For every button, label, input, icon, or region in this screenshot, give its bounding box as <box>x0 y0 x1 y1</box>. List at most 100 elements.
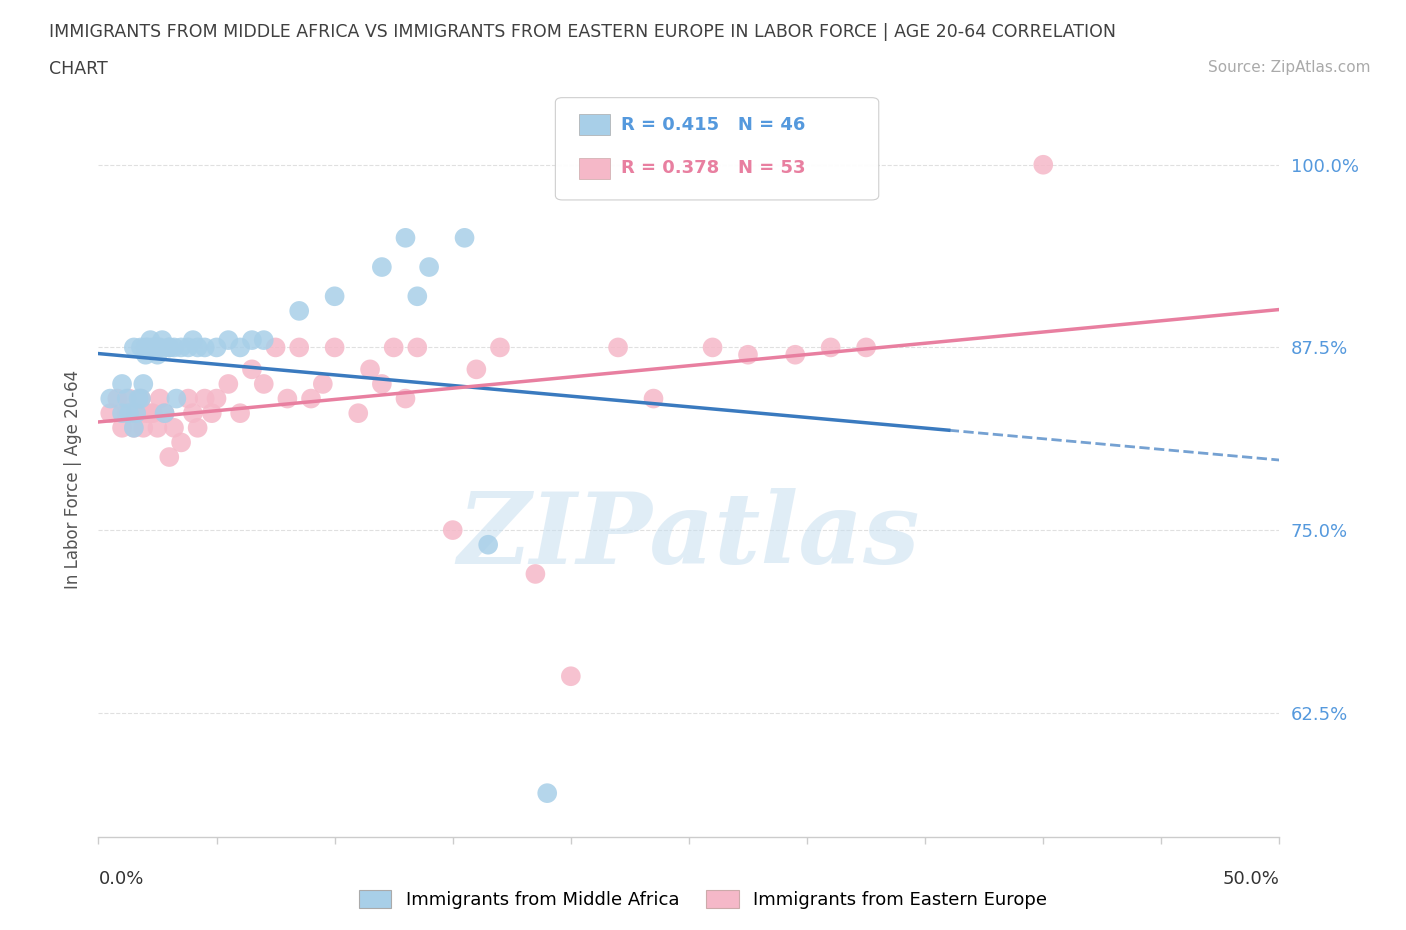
Point <box>347 405 370 420</box>
Point <box>135 347 157 362</box>
Point <box>139 333 162 348</box>
Point <box>177 392 200 406</box>
Point <box>394 231 416 246</box>
Text: IMMIGRANTS FROM MIDDLE AFRICA VS IMMIGRANTS FROM EASTERN EUROPE IN LABOR FORCE |: IMMIGRANTS FROM MIDDLE AFRICA VS IMMIGRA… <box>49 23 1116 41</box>
Point <box>453 231 475 246</box>
Point <box>128 392 150 406</box>
Point <box>240 362 263 377</box>
Point <box>149 340 172 355</box>
Point <box>323 289 346 304</box>
Point <box>276 392 298 406</box>
Point <box>264 340 287 355</box>
Point <box>323 340 346 355</box>
Point <box>143 340 166 355</box>
Point <box>288 340 311 355</box>
Point <box>359 362 381 377</box>
Point <box>702 340 724 355</box>
Point <box>146 347 169 362</box>
Point <box>737 347 759 362</box>
Point <box>536 786 558 801</box>
Point <box>132 377 155 392</box>
Point <box>643 392 665 406</box>
Point <box>201 405 224 420</box>
Point <box>129 340 152 355</box>
Point <box>524 566 547 581</box>
Point <box>187 420 209 435</box>
Point <box>142 340 165 355</box>
Point <box>217 377 239 392</box>
Point <box>288 303 311 318</box>
Point <box>477 538 499 552</box>
Point <box>132 420 155 435</box>
Point <box>560 669 582 684</box>
Point <box>111 377 134 392</box>
Point <box>229 340 252 355</box>
Point <box>253 377 276 392</box>
Text: CHART: CHART <box>49 60 108 78</box>
Point <box>149 392 172 406</box>
Point <box>406 340 429 355</box>
Point <box>205 340 228 355</box>
Text: R = 0.415   N = 46: R = 0.415 N = 46 <box>621 115 806 134</box>
Point <box>165 392 187 406</box>
Point <box>181 333 204 348</box>
Point <box>194 392 217 406</box>
Point <box>785 347 807 362</box>
Text: ZIPatlas: ZIPatlas <box>458 488 920 584</box>
Point <box>157 449 180 464</box>
Text: 50.0%: 50.0% <box>1223 870 1279 887</box>
Point <box>135 405 157 420</box>
Point <box>418 259 440 274</box>
Point <box>820 340 842 355</box>
Point <box>299 392 322 406</box>
Point <box>489 340 512 355</box>
Point <box>205 392 228 406</box>
Point <box>122 420 145 435</box>
Point <box>125 405 148 420</box>
Point <box>607 340 630 355</box>
Point <box>1032 157 1054 172</box>
Point <box>111 420 134 435</box>
Point <box>157 340 180 355</box>
Point <box>163 340 186 355</box>
Point <box>465 362 488 377</box>
Point <box>170 435 193 450</box>
Point <box>382 340 405 355</box>
Point <box>153 405 176 420</box>
Point <box>150 333 173 348</box>
Point <box>855 340 877 355</box>
Point <box>163 420 186 435</box>
Point <box>181 405 204 420</box>
Point <box>441 523 464 538</box>
Point <box>153 405 176 420</box>
Point <box>187 340 209 355</box>
Point <box>139 405 162 420</box>
Point <box>217 333 239 348</box>
Point <box>240 333 263 348</box>
Point <box>122 340 145 355</box>
Point <box>371 377 394 392</box>
Point <box>194 340 217 355</box>
Point <box>98 405 121 420</box>
Point <box>157 340 180 355</box>
Y-axis label: In Labor Force | Age 20-64: In Labor Force | Age 20-64 <box>63 369 82 589</box>
Point <box>111 405 134 420</box>
Point <box>136 340 159 355</box>
Text: 0.0%: 0.0% <box>98 870 143 887</box>
Point <box>394 392 416 406</box>
Point <box>98 392 121 406</box>
Point <box>371 259 394 274</box>
Point <box>229 405 252 420</box>
Point <box>253 333 276 348</box>
Point <box>115 392 138 406</box>
Point <box>118 392 141 406</box>
Point <box>115 405 138 420</box>
Point <box>406 289 429 304</box>
Point <box>170 340 193 355</box>
Point <box>146 340 169 355</box>
Point <box>312 377 335 392</box>
Point <box>118 405 141 420</box>
Point <box>146 420 169 435</box>
Legend: Immigrants from Middle Africa, Immigrants from Eastern Europe: Immigrants from Middle Africa, Immigrant… <box>352 883 1054 916</box>
Point <box>122 420 145 435</box>
